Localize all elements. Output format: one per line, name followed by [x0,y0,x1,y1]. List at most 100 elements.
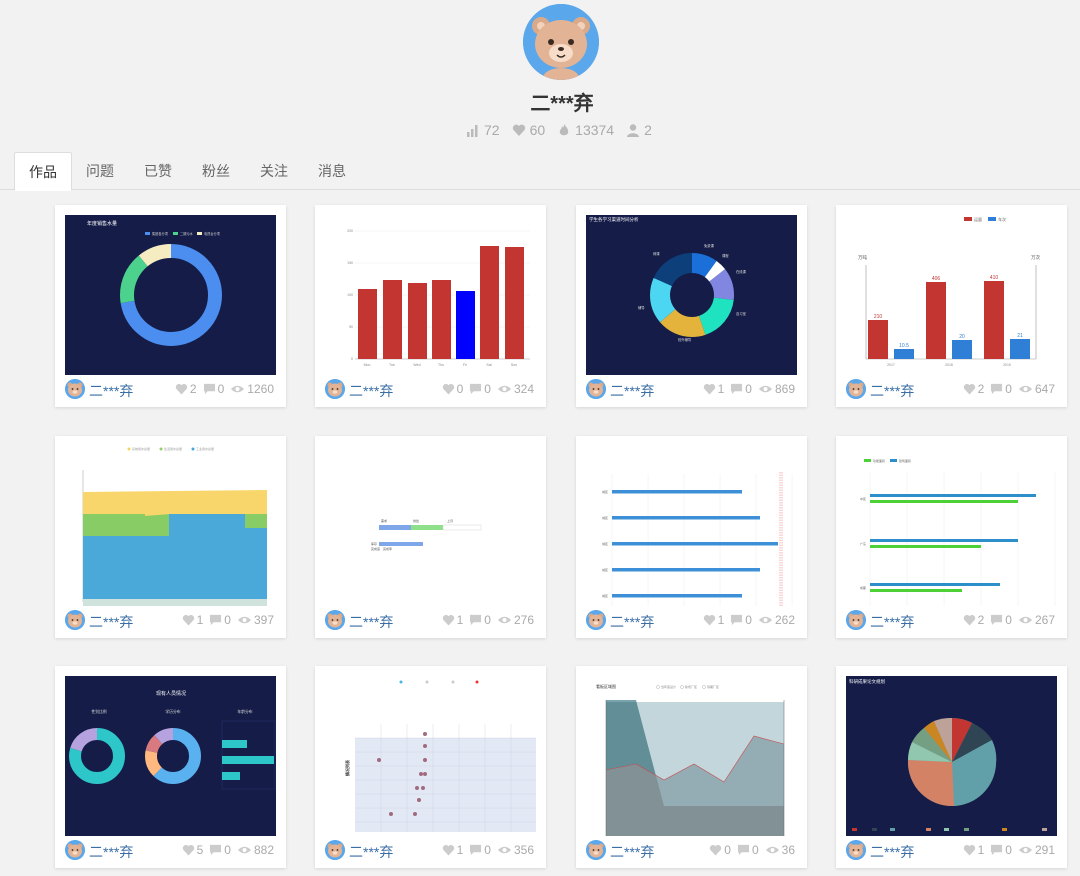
author-avatar[interactable] [846,610,866,630]
chart-thumbnail[interactable]: 系统用水总量 生活用水总量 工业用水总量 [65,446,276,606]
work-card[interactable]: 系统用水总量 生活用水总量 工业用水总量 二***弃 1 0 397 [55,436,286,638]
heart-icon [442,615,454,626]
author-name[interactable]: 二***弃 [870,383,915,399]
card-footer: 二***弃 2 0 647 [846,377,1057,401]
tab-fans[interactable]: 粉丝 [202,163,230,179]
metric-likes[interactable]: 1 [703,613,724,627]
chart-thumbnail[interactable]: 科研成果论文规划 [846,676,1057,836]
card-metrics: 1 0 869 [697,382,795,396]
author-name[interactable]: 二***弃 [89,383,134,399]
work-card[interactable]: 城区 城区 城区 城区 城区 二***弃 1 0 262 [576,436,807,638]
legend-label: 新增厂区 [685,684,697,689]
author-name[interactable]: 二***弃 [610,844,655,860]
chart-title: 年度销售水量 [87,220,117,227]
work-card[interactable]: 需求 供给 上月 库存 完成度 完成率 二***弃 1 0 276 [315,436,546,638]
x-tick-label: Wed [413,363,420,367]
author-avatar[interactable] [65,610,85,630]
heart-icon [442,384,454,395]
metric-likes[interactable]: 1 [442,613,463,627]
metric-likes[interactable]: 1 [963,843,984,857]
y-axis-label: 情况列表 [344,760,350,777]
metric-comments[interactable]: 0 [469,843,491,857]
bar-label: 完成率 [383,546,392,551]
metric-comments[interactable]: 0 [203,382,224,396]
metric-comments[interactable]: 0 [469,382,491,396]
metric-comments[interactable]: 0 [730,613,752,627]
author-avatar[interactable] [65,379,85,399]
metric-likes[interactable]: 2 [175,382,197,396]
author-avatar[interactable] [65,840,85,860]
metric-likes[interactable]: 1 [182,613,203,627]
author-avatar[interactable] [325,379,345,399]
author-name[interactable]: 二***弃 [870,844,915,860]
metric-comments[interactable]: 0 [990,843,1012,857]
author-avatar[interactable] [846,379,866,399]
author-name[interactable]: 二***弃 [349,383,394,399]
chart-thumbnail[interactable]: 运量 车次 万吨 万次 210 10.5 406 20 410 21 [846,215,1057,375]
work-card[interactable]: 0 50 100 150 200 Mon Tue Wed Thu Fri Sat… [315,205,546,407]
tab-following[interactable]: 关注 [260,163,288,179]
eye-icon [231,385,245,393]
metric-likes[interactable]: 2 [963,613,984,627]
chart-thumbnail[interactable]: 需求 供给 上月 库存 完成度 完成率 [325,446,536,606]
work-card[interactable]: 情况列表 二***弃 1 0 356 [315,666,546,868]
metric-likes[interactable]: 5 [182,843,203,857]
author-avatar[interactable] [846,840,866,860]
author-name[interactable]: 二***弃 [610,614,655,630]
chart-thumbnail[interactable]: 0 50 100 150 200 Mon Tue Wed Thu Fri Sat… [325,215,536,375]
metric-likes[interactable]: 1 [442,843,463,857]
chart-thumbnail[interactable]: 看板区域图 当年度设计 新增厂区 到期厂区 [586,676,797,836]
x-tick-label: 2018 [945,363,953,367]
author-avatar[interactable] [586,379,606,399]
user-avatar[interactable] [523,4,599,80]
card-metrics: 1 0 291 [957,843,1055,857]
author-avatar[interactable] [325,610,345,630]
work-card[interactable]: 学生各学习渠道时间分析 免费课 课程 在线课 自习室 校外辅导 辅导 网课 二*… [576,205,807,407]
metric-comments[interactable]: 0 [730,382,752,396]
comment-icon [731,383,743,395]
metric-likes[interactable]: 2 [963,382,985,396]
work-card[interactable]: 科研成果论文规划 二***弃 1 0 291 [836,666,1067,868]
metric-views-value: 291 [1034,843,1055,857]
work-card[interactable]: 年度销售水量 集团各分项 二期污水 电视台分项 二***弃 2 0 1260 [55,205,286,407]
legend-label: 车次 [998,216,1006,222]
metric-likes[interactable]: 1 [703,382,724,396]
author-name[interactable]: 二***弃 [349,614,394,630]
work-card[interactable]: 看板区域图 当年度设计 新增厂区 到期厂区 二***弃 0 0 36 [576,666,807,868]
heart-icon [963,384,975,395]
author-name[interactable]: 二***弃 [349,844,394,860]
metric-likes[interactable]: 0 [709,843,731,857]
work-card[interactable]: 现有人员情况 性别比例 学历分布 年龄分布 二***弃 5 0 882 [55,666,286,868]
metric-likes-value: 2 [977,382,985,396]
chart-thumbnail[interactable]: 年度销售水量 集团各分项 二期污水 电视台分项 [65,215,276,375]
tab-liked[interactable]: 已赞 [144,163,172,179]
eye-icon [1018,846,1033,854]
chart-thumbnail[interactable]: 学生各学习渠道时间分析 免费课 课程 在线课 自习室 校外辅导 辅导 网课 [586,215,797,375]
author-avatar[interactable] [325,840,345,860]
tab-works[interactable]: 作品 [14,152,72,191]
author-name[interactable]: 二***弃 [870,614,915,630]
tab-messages[interactable]: 消息 [318,163,346,179]
work-card[interactable]: 运量 车次 万吨 万次 210 10.5 406 20 410 21 [836,205,1067,407]
chart-thumbnail[interactable]: 城区 城区 城区 城区 城区 [586,446,797,606]
author-name[interactable]: 二***弃 [89,844,134,860]
metric-comments[interactable]: 0 [737,843,759,857]
work-card[interactable]: 功能面积 建筑面积 中区 广东 成都 二***弃 2 0 [836,436,1067,638]
legend-label: 电视台分项 [204,231,221,236]
metric-views: 647 [1018,382,1055,396]
metric-comments[interactable]: 0 [990,382,1012,396]
author-name[interactable]: 二***弃 [89,614,134,630]
metric-comments[interactable]: 0 [209,843,231,857]
tab-questions[interactable]: 问题 [86,163,114,179]
author-avatar[interactable] [586,840,606,860]
metric-comments[interactable]: 0 [209,613,231,627]
chart-thumbnail[interactable]: 情况列表 [325,676,536,836]
chart-thumbnail[interactable]: 功能面积 建筑面积 中区 广东 成都 [846,446,1057,606]
author-name[interactable]: 二***弃 [610,383,655,399]
card-metrics: 0 0 324 [436,382,534,396]
metric-comments[interactable]: 0 [990,613,1012,627]
chart-thumbnail[interactable]: 现有人员情况 性别比例 学历分布 年龄分布 [65,676,276,836]
metric-comments[interactable]: 0 [469,613,491,627]
author-avatar[interactable] [586,610,606,630]
metric-likes[interactable]: 0 [442,382,463,396]
